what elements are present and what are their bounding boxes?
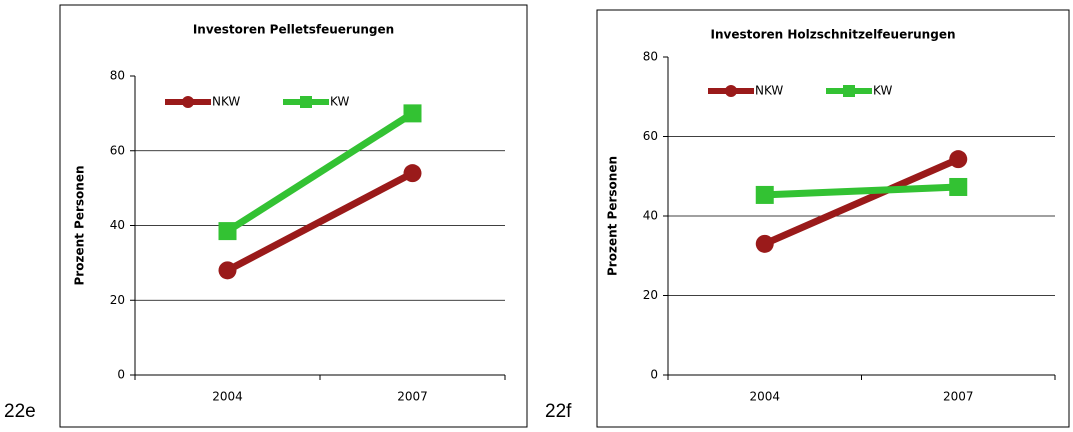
x-tick-label: 2007 <box>943 390 974 404</box>
legend-marker <box>843 85 855 97</box>
y-tick-label: 40 <box>643 209 658 223</box>
legend-label: NKW <box>212 95 240 109</box>
marker <box>218 261 237 280</box>
y-tick-label: 40 <box>110 218 125 232</box>
chart-frame <box>596 9 1070 428</box>
marker <box>949 150 968 169</box>
series-line <box>764 183 959 199</box>
x-tick-label: 2004 <box>749 390 780 404</box>
x-tick-label: 2007 <box>397 390 428 404</box>
y-tick-label: 60 <box>643 129 658 143</box>
figure-label: 22f <box>545 401 572 422</box>
legend-marker <box>725 85 737 97</box>
series-line <box>225 110 415 235</box>
series-line <box>763 155 960 248</box>
chart-title: Investoren Pelletsfeuerungen <box>193 23 394 37</box>
y-tick-label: 0 <box>650 368 658 382</box>
legend-label: NKW <box>755 84 783 98</box>
marker <box>755 185 774 204</box>
series-line <box>225 170 415 274</box>
x-tick-label: 2004 <box>212 390 243 404</box>
chart-title: Investoren Holzschnitzelfeuerungen <box>711 28 956 42</box>
y-tick-label: 0 <box>117 368 125 382</box>
y-tick-label: 20 <box>643 288 658 302</box>
legend-label: KW <box>330 95 349 109</box>
legend-marker <box>182 96 194 108</box>
legend-marker <box>300 96 312 108</box>
marker <box>949 177 968 196</box>
y-tick-label: 60 <box>110 143 125 157</box>
y-tick-label: 80 <box>643 50 658 64</box>
y-tick-label: 20 <box>110 293 125 307</box>
chart-frame <box>59 4 528 428</box>
marker <box>218 222 237 241</box>
legend-label: KW <box>873 84 892 98</box>
marker <box>755 234 774 253</box>
y-axis-label: Prozent Personen <box>73 166 87 286</box>
y-axis-label: Prozent Personen <box>606 156 620 276</box>
marker <box>403 164 422 183</box>
figure-label: 22e <box>4 401 36 422</box>
marker <box>403 104 422 123</box>
y-tick-label: 80 <box>110 69 125 83</box>
